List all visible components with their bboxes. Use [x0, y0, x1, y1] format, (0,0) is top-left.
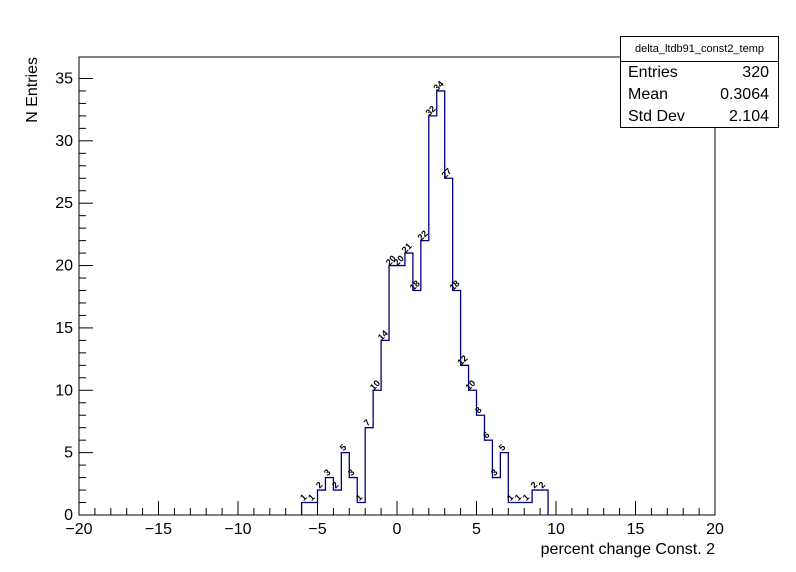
stats-label: Mean	[628, 86, 669, 103]
bin-count-label: 1	[505, 492, 516, 503]
stats-box: delta_ltdb91_const2_temp Entries 320 Mea…	[620, 36, 779, 128]
stats-row-stddev: Std Dev 2.104	[621, 106, 778, 128]
y-tick-label: 30	[55, 133, 73, 150]
x-tick-label: −20	[65, 521, 92, 538]
x-tick-label: 0	[393, 521, 402, 538]
stats-value: 0.3064	[720, 86, 769, 103]
y-tick-label: 10	[55, 382, 73, 399]
y-tick-label: 5	[64, 445, 73, 462]
bin-count-label: 12	[455, 353, 469, 367]
bin-count-label: 1	[513, 492, 524, 503]
x-tick-label: 15	[627, 521, 645, 538]
bin-count-label: 20	[384, 253, 398, 267]
bin-count-labels: 1123253171014202021182232342718121086351…	[298, 79, 547, 503]
bin-count-label: 3	[346, 467, 357, 478]
stats-row-entries: Entries 320	[621, 62, 778, 84]
stats-title: delta_ltdb91_const2_temp	[621, 37, 778, 62]
x-tick-label: 5	[472, 521, 481, 538]
bin-count-label: 5	[497, 442, 508, 453]
bin-count-label: 5	[338, 442, 349, 453]
bin-count-label: 2	[529, 480, 540, 491]
bin-count-label: 8	[473, 405, 484, 416]
y-tick-label: 0	[64, 507, 73, 524]
bin-count-label: 3	[322, 467, 333, 478]
y-axis-title: N Entries	[24, 57, 41, 123]
histogram-outline	[300, 90, 549, 515]
y-tick-label: 25	[55, 195, 73, 212]
x-tick-label: 20	[706, 521, 724, 538]
stats-value: 320	[742, 64, 769, 81]
bin-count-label: 1	[354, 492, 365, 503]
bin-count-label: 1	[306, 492, 317, 503]
bin-count-label: 2	[537, 480, 548, 491]
x-axis: −20 −15 −10 −5 0 5 10 15 20	[65, 501, 724, 538]
stats-value: 2.104	[728, 108, 769, 125]
stats-label: Std Dev	[628, 108, 685, 125]
stats-label: Entries	[628, 64, 678, 81]
y-tick-label: 35	[55, 70, 73, 87]
bin-count-label: 20	[392, 253, 406, 267]
bin-count-label: 6	[481, 430, 492, 441]
bin-count-label: 2	[314, 480, 325, 491]
bin-count-label: 3	[489, 467, 500, 478]
y-axis: 0 5 10 15 20 25 30 35	[55, 70, 93, 524]
x-tick-label: 10	[547, 521, 565, 538]
bin-count-label: 2	[330, 480, 341, 491]
bin-count-label: 21	[400, 241, 414, 255]
stats-row-mean: Mean 0.3064	[621, 84, 778, 106]
y-tick-label: 20	[55, 258, 73, 275]
bin-count-label: 1	[298, 492, 309, 503]
x-axis-title: percent change Const. 2	[541, 541, 715, 558]
x-tick-label: −15	[145, 521, 172, 538]
bin-count-label: 34	[432, 79, 446, 93]
y-tick-label: 15	[55, 320, 73, 337]
bin-count-label: 1	[521, 492, 532, 503]
bin-count-label: 22	[416, 228, 430, 242]
x-tick-label: −5	[308, 521, 326, 538]
x-tick-label: −10	[224, 521, 251, 538]
bin-count-label: 7	[362, 417, 373, 428]
